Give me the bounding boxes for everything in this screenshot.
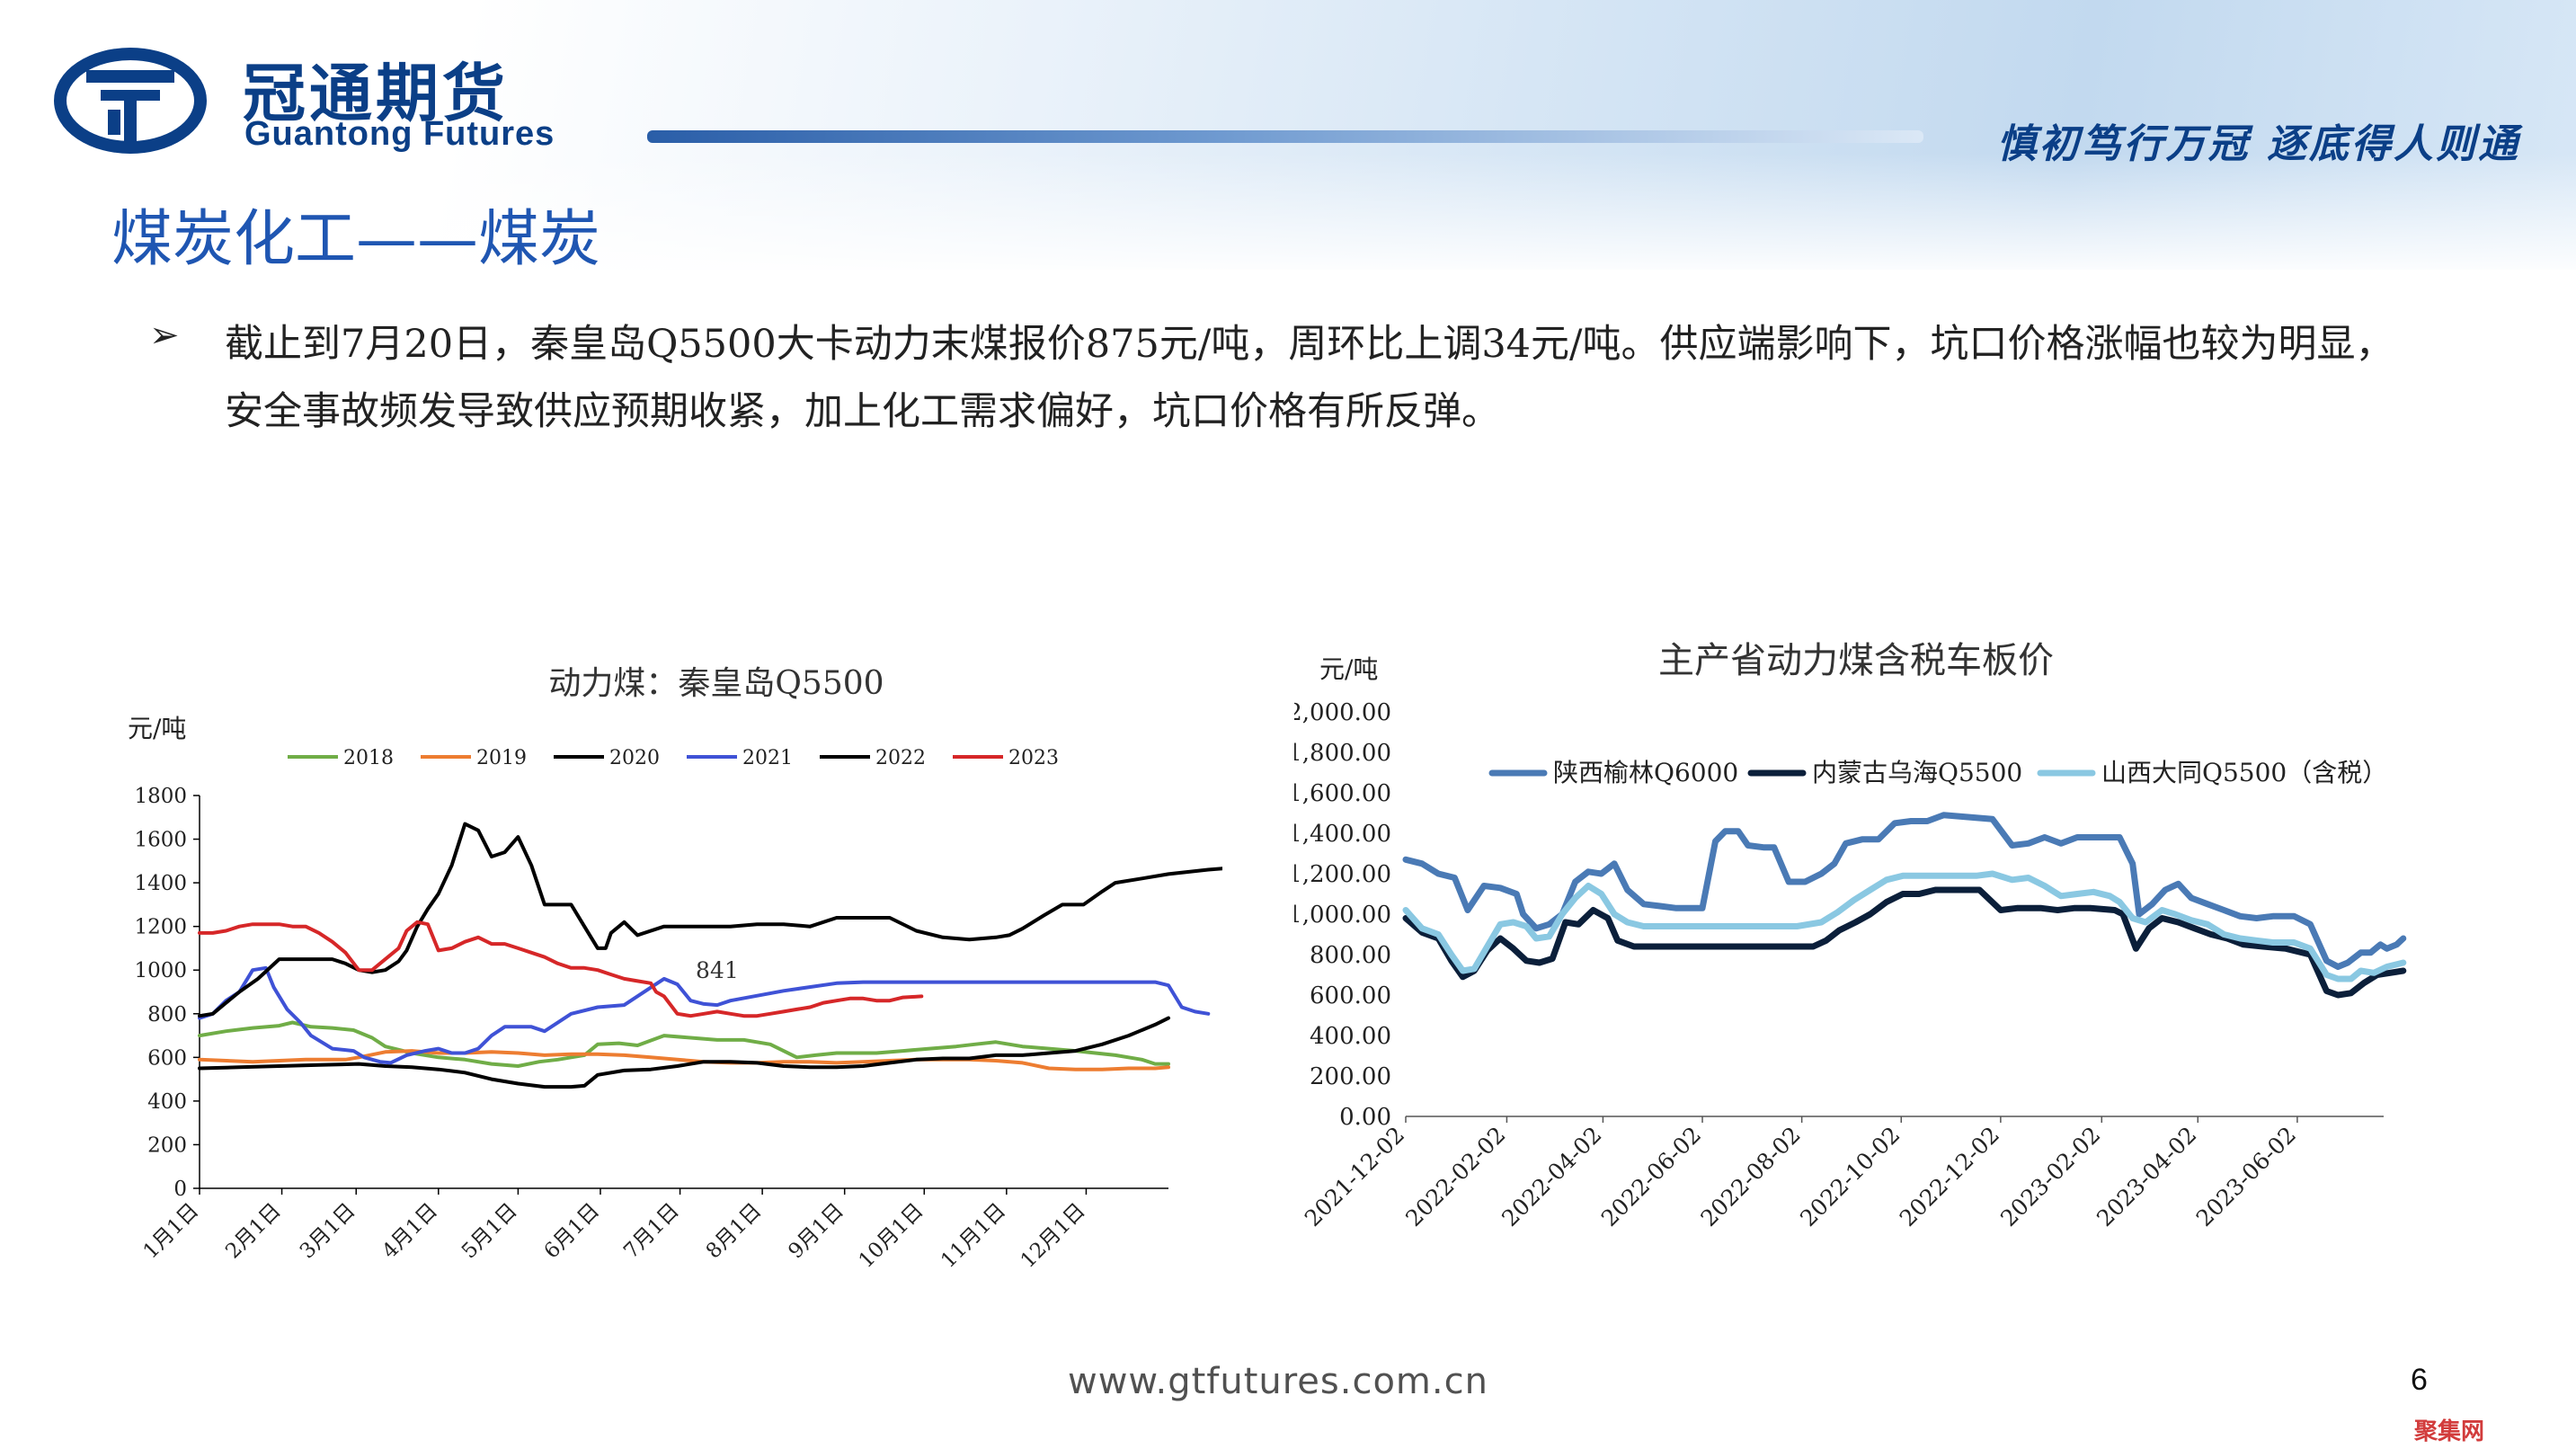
brand-name-en: Guantong Futures [244,115,555,153]
x-tick-label: 10月1日 [855,1199,928,1273]
x-tick-label: 8月1日 [702,1199,767,1264]
y-tick-label: 1,200.00 [1294,861,1391,888]
y-axis-label: 元/吨 [128,714,186,743]
x-tick-label: 2022-08-02 [1695,1122,1805,1231]
chart-title: 主产省动力煤含税车板价 [1658,640,2054,681]
series-line-内蒙古乌海Q5500 [1402,886,2407,999]
x-tick-label: 2022-02-02 [1400,1122,1510,1231]
page-title: 煤炭化工——煤炭 [111,204,601,275]
footer-url[interactable]: www.gtfutures.com.cn [1068,1361,1488,1402]
y-tick-label: 2,000.00 [1294,699,1391,726]
company-motto: 慎初笃行万冠 逐底得人则通 [1996,121,2520,167]
legend-label: 2020 [609,747,660,769]
x-tick-label: 2023-06-02 [2191,1122,2301,1231]
page-number: 6 [2411,1363,2428,1397]
y-tick-label: 1,000.00 [1294,902,1391,929]
header-divider [647,130,1923,143]
y-tick-label: 1,800.00 [1294,740,1391,767]
y-tick-label: 400 [147,1090,187,1114]
series-line-陕西榆林Q6000 [1402,812,2407,970]
series-line-2018 [198,1020,1170,1068]
legend-label: 内蒙古乌海Q5500 [1812,758,2022,787]
x-tick-label: 6月1日 [540,1199,605,1264]
company-logo-icon [54,48,207,154]
y-tick-label: 1400 [134,872,187,895]
y-tick-label: 200.00 [1310,1063,1391,1090]
series-line-山西大同Q5500（含税） [1402,870,2407,982]
legend-label: 2018 [343,747,394,769]
bullet-arrow-icon: ➢ [149,315,180,356]
legend-label: 陕西榆林Q6000 [1553,758,1738,787]
legend-label: 2022 [875,747,926,769]
watermark: 聚集网 [2414,1418,2485,1445]
series-line-2022 [198,822,1222,1018]
province-price-chart: 主产省动力煤含税车板价 元/吨 0.00 200.00 400.00 600.00 800.… [1294,640,2407,1231]
x-tick-label: 2022-12-02 [1895,1122,2004,1231]
x-tick-label: 9月1日 [784,1199,848,1264]
x-tick-label: 2月1日 [221,1199,286,1264]
x-tick-label: 2023-02-02 [1995,1122,2105,1231]
legend-label: 2021 [742,747,793,769]
y-tick-label: 0 [173,1178,187,1201]
x-tick-label: 12月1日 [1017,1199,1090,1273]
legend-label: 2019 [476,747,527,769]
qhd-price-chart: 动力煤：秦皇岛Q5500 元/吨 2018 2019 2020 2021 2022 2023 0… [128,665,1222,1273]
y-tick-label: 1,400.00 [1294,821,1391,848]
y-tick-label: 600 [147,1046,187,1070]
x-tick-label: 3月1日 [296,1199,360,1264]
y-tick-label: 800 [147,1003,187,1027]
x-tick-label: 5月1日 [457,1199,522,1264]
data-label-annotation: 841 [696,957,739,983]
x-tick-label: 2021-12-02 [1300,1122,1409,1231]
y-tick-label: 600.00 [1310,982,1391,1009]
x-tick-label: 2023-04-02 [2092,1122,2201,1231]
y-tick-label: 200 [147,1133,187,1157]
x-tick-label: 1月1日 [139,1199,204,1264]
header-fade [0,153,2576,279]
series-line-2020 [198,1016,1170,1089]
y-tick-label: 800.00 [1310,942,1391,969]
y-axis-label: 元/吨 [1319,654,1378,684]
y-tick-label: 1800 [134,785,187,808]
x-tick-label: 2022-04-02 [1497,1122,1606,1231]
y-tick-label: 1000 [134,959,187,982]
y-tick-label: 1200 [134,916,187,939]
x-tick-label: 2022-06-02 [1596,1122,1706,1231]
brand-name-cn: 冠通期货 [243,57,509,130]
y-tick-label: 400.00 [1310,1023,1391,1050]
series-line-2021 [198,965,1211,1065]
legend-label: 山西大同Q5500（含税） [2101,758,2387,787]
y-tick-label: 1,600.00 [1294,780,1391,807]
x-tick-label: 7月1日 [619,1199,684,1264]
x-tick-label: 11月1日 [937,1199,1010,1273]
legend-label: 2023 [1008,747,1059,769]
summary-paragraph: 截止到7月20日，秦皇岛Q5500大卡动力末煤报价875元/吨，周环比上调34元… [225,322,2394,434]
y-tick-label: 0.00 [1339,1104,1391,1131]
x-tick-label: 4月1日 [378,1199,442,1264]
y-tick-label: 1600 [134,829,187,852]
x-tick-label: 2022-10-02 [1795,1122,1905,1231]
chart-title: 动力煤：秦皇岛Q5500 [548,665,884,702]
series-line-2023 [198,920,924,1018]
